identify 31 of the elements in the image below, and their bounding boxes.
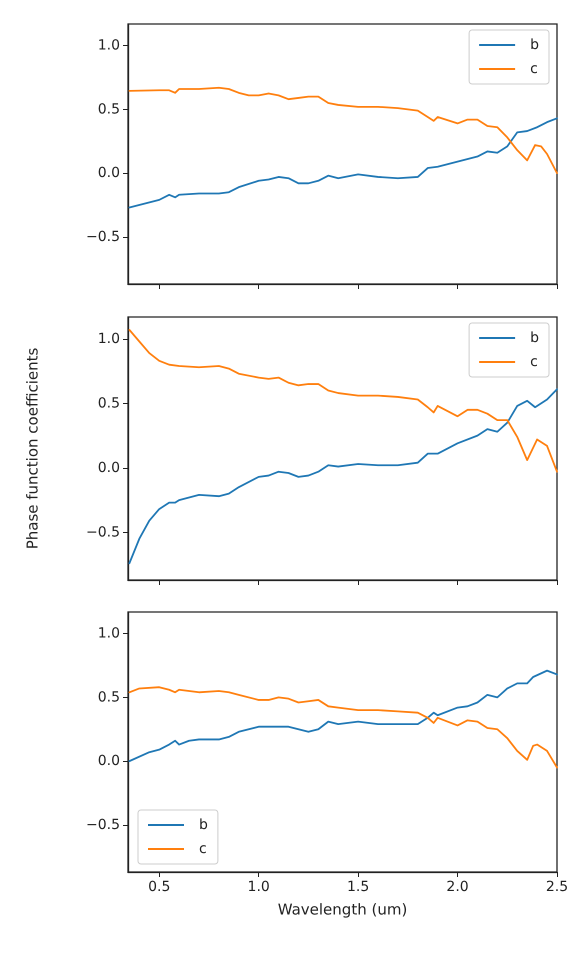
y-axis-title: Phase function coefficients — [24, 348, 42, 550]
y-tick-label: −0.5 — [86, 228, 120, 245]
y-tick-label: 0.0 — [98, 165, 120, 182]
y-tick-label: 0.5 — [98, 101, 120, 118]
legend-label: b — [530, 330, 540, 346]
y-tick-label: 0.0 — [98, 753, 120, 770]
y-tick-label: 0.5 — [98, 395, 120, 412]
x-tick-label: 0.5 — [148, 879, 170, 895]
x-axis-title: Wavelength (um) — [278, 900, 408, 918]
legend-label: b — [199, 817, 208, 833]
line-series — [128, 686, 558, 768]
y-tick-label: 1.0 — [98, 330, 120, 347]
legend-label: c — [530, 61, 538, 77]
line-series — [128, 117, 558, 208]
x-tick-label: 1.0 — [248, 879, 270, 895]
y-tick-label: 1.0 — [98, 626, 120, 642]
line-series — [128, 86, 558, 174]
y-tick-label: 1.0 — [98, 38, 120, 54]
legend-label: b — [530, 37, 540, 53]
x-tick-label: 2.5 — [546, 879, 568, 895]
legend-label: c — [199, 841, 207, 857]
y-tick-label: 0.5 — [98, 689, 120, 706]
line-series — [128, 388, 558, 564]
x-tick-label: 1.5 — [346, 879, 370, 895]
legend-label: c — [530, 354, 538, 370]
y-tick-label: 0.0 — [98, 460, 120, 476]
y-tick-label: −0.5 — [86, 524, 120, 540]
line-series — [128, 670, 558, 762]
line-series — [128, 328, 558, 473]
x-tick-label: 2.0 — [446, 879, 469, 895]
y-tick-label: −0.5 — [86, 816, 120, 833]
